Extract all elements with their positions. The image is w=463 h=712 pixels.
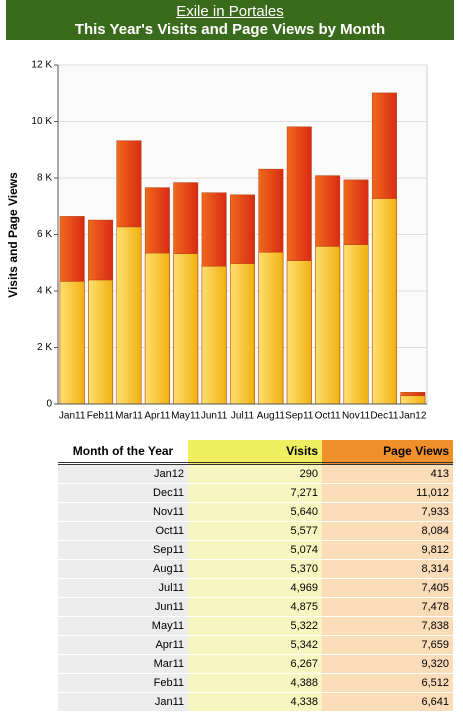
x-tick-label: Sep11 (285, 411, 314, 422)
y-tick-label: 12 K (31, 60, 52, 71)
table-row: Nov11 5,640 7,933 (58, 502, 453, 522)
table-row: Jun11 4,875 7,478 (58, 597, 453, 617)
site-title[interactable]: Exile in Portales (176, 3, 284, 20)
table-cell: 7,933 (322, 502, 453, 522)
table-cell: 7,838 (322, 616, 453, 636)
x-tick-label: Jul11 (231, 411, 255, 422)
bar (371, 198, 397, 405)
table-cell: 11,012 (322, 483, 453, 503)
table-cell: 5,342 (188, 635, 322, 655)
table-row: May11 5,322 7,838 (58, 616, 453, 636)
table-cell: 4,338 (188, 692, 322, 712)
bar (173, 253, 199, 405)
bar (230, 263, 255, 405)
table-row: Dec11 7,271 11,012 (58, 483, 453, 503)
column-header: Month of the Year (58, 440, 188, 465)
bar (144, 252, 170, 405)
bar (88, 279, 114, 405)
table-cell: 7,659 (322, 635, 453, 655)
table-cell: Feb11 (58, 673, 188, 693)
x-tick-label: Mar11 (115, 411, 143, 422)
chart: Visits and Page Views 0 2 K 4 K 6 K 8 K 10 K 1… (6, 60, 428, 422)
table-row: Mar11 6,267 9,320 (58, 654, 453, 674)
x-tick-label: Aug11 (257, 411, 286, 422)
chart-title: This Year's Visits and Page Views by Mon… (74, 21, 386, 38)
table-row: Oct11 5,577 8,084 (58, 521, 453, 541)
bar (286, 260, 312, 405)
table-cell: 4,875 (188, 597, 322, 617)
bar (59, 281, 85, 405)
x-tick-label: Oct11 (315, 411, 341, 422)
y-tick-label: 6 K (37, 229, 52, 240)
table-cell: Sep11 (58, 540, 188, 560)
x-tick-label: Jan11 (59, 411, 86, 422)
table-cell: Oct11 (58, 521, 188, 541)
table-cell: Jan11 (58, 692, 188, 712)
table-cell: 7,271 (188, 483, 322, 503)
table-cell: Mar11 (58, 654, 188, 674)
x-tick-label: Nov11 (342, 411, 371, 422)
x-tick-label: Apr11 (144, 411, 170, 422)
x-tick-label: Jun11 (201, 411, 228, 422)
table-cell: 5,074 (188, 540, 322, 560)
data-table: Month of the Year Visits Page Views Jan12 29… (58, 440, 453, 712)
x-tick-label: Jan12 (399, 411, 427, 422)
table-cell: 6,267 (188, 654, 322, 674)
table-cell: Jan12 (58, 463, 188, 484)
table-cell: Apr11 (58, 635, 188, 655)
header-row: Month of the Year Visits Page Views (58, 440, 453, 465)
table-cell: Jul11 (58, 578, 188, 598)
table-cell: 290 (188, 463, 322, 484)
column-header: Page Views (322, 440, 453, 465)
table-cell: 9,812 (322, 540, 453, 560)
table-cell: 8,084 (322, 521, 453, 541)
table-cell: 5,370 (188, 559, 322, 579)
table-cell: Nov11 (58, 502, 188, 522)
column-header: Visits (188, 440, 322, 465)
table-row: Aug11 5,370 8,314 (58, 559, 453, 579)
table-row: Jul11 4,969 7,405 (58, 578, 453, 598)
table-row: Jan11 4,338 6,641 (58, 692, 453, 712)
table-cell: 413 (322, 463, 453, 484)
table-cell: 4,388 (188, 673, 322, 693)
table-cell: 6,512 (322, 673, 453, 693)
table-cell: 5,577 (188, 521, 322, 541)
table-row: Feb11 4,388 6,512 (58, 673, 453, 693)
table-row: Jan12 290 413 (58, 463, 453, 484)
table-cell: 5,322 (188, 616, 322, 636)
x-tick-label: Dec11 (370, 411, 399, 422)
bar (201, 266, 227, 405)
table-cell: May11 (58, 616, 188, 636)
x-tick-label: May11 (171, 411, 201, 422)
header: Exile in Portales This Year's Visits and… (6, 0, 454, 40)
table-cell: Dec11 (58, 483, 188, 503)
table-cell: 8,314 (322, 559, 453, 579)
y-axis-label: Visits and Page Views (6, 172, 20, 298)
bar (258, 252, 284, 405)
table-cell: Jun11 (58, 597, 188, 617)
bar (343, 244, 369, 405)
y-tick-label: 4 K (37, 286, 52, 297)
y-tick-label: 0 (46, 399, 52, 410)
table-cell: Aug11 (58, 559, 188, 579)
table-cell: 4,969 (188, 578, 322, 598)
table-cell: 6,641 (322, 692, 453, 712)
table-cell: 7,478 (322, 597, 453, 617)
bar (116, 226, 142, 405)
table-row: Sep11 5,074 9,812 (58, 540, 453, 560)
table-cell: 5,640 (188, 502, 322, 522)
x-tick-label: Feb11 (87, 411, 115, 422)
table-row: Apr11 5,342 7,659 (58, 635, 453, 655)
y-tick-label: 8 K (37, 173, 52, 184)
bar (315, 246, 341, 405)
y-tick-label: 2 K (37, 342, 52, 353)
y-tick-label: 10 K (31, 116, 52, 127)
table-cell: 7,405 (322, 578, 453, 598)
bar (400, 395, 426, 405)
table-cell: 9,320 (322, 654, 453, 674)
